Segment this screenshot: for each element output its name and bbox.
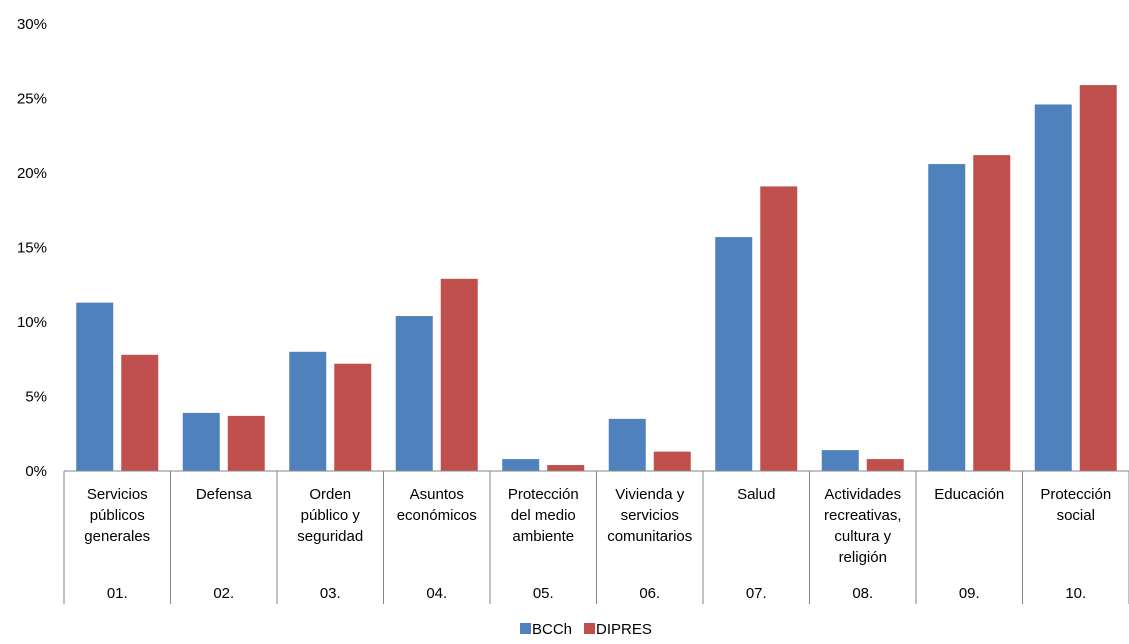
legend: BCCh DIPRES: [520, 621, 652, 638]
category-label: Actividades recreativas, cultura y religión: [824, 486, 902, 566]
category-code: 05.: [533, 585, 554, 602]
bar-bcch-8: [821, 450, 859, 471]
category-label: Vivienda y servicios comunitarios: [607, 486, 692, 545]
legend-swatch-bcch: [520, 623, 531, 634]
bar-dipres-6: [653, 451, 691, 471]
y-tick-label: 0%: [25, 463, 47, 480]
category-code: 02.: [213, 585, 234, 602]
bar-bcch-5: [502, 459, 540, 471]
category-code: 04.: [426, 585, 447, 602]
bar-bcch-3: [289, 351, 327, 471]
bar-dipres-3: [334, 363, 372, 471]
bar-bcch-2: [182, 412, 220, 471]
category-label: Asuntos económicos: [397, 486, 477, 524]
bar-dipres-7: [760, 186, 798, 471]
bar-bcch-10: [1034, 104, 1072, 472]
category-code: 08.: [852, 585, 873, 602]
category-code: 07.: [746, 585, 767, 602]
category-code: 10.: [1065, 585, 1086, 602]
y-tick-label: 5%: [25, 389, 47, 406]
bar-dipres-2: [227, 415, 265, 471]
legend-label-dipres: DIPRES: [596, 621, 652, 638]
bar-bcch-9: [928, 164, 966, 471]
category-label: Salud: [737, 486, 775, 503]
bar-dipres-9: [973, 155, 1011, 471]
bar-dipres-1: [121, 354, 159, 471]
bar-dipres-4: [440, 278, 478, 471]
category-code: 01.: [107, 585, 128, 602]
x-axis: Servicios públicos generales 01. Defensa 02. O…: [63, 470, 1129, 604]
bars: [76, 85, 1117, 472]
y-tick-label: 30%: [17, 16, 47, 33]
category-label: Protección social: [1040, 486, 1111, 524]
legend-label-bcch: BCCh: [532, 621, 572, 638]
bar-bcch-7: [715, 237, 753, 471]
bar-dipres-10: [1079, 85, 1117, 471]
legend-swatch-dipres: [584, 623, 596, 634]
y-tick-label: 10%: [17, 314, 47, 331]
category-label: Defensa: [196, 486, 253, 503]
category-label: Servicios públicos generales: [84, 486, 150, 545]
bar-dipres-8: [866, 459, 904, 471]
bar-dipres-5: [547, 465, 585, 471]
category-label: Protección del medio ambiente: [508, 486, 579, 545]
y-tick-label: 25%: [17, 91, 47, 108]
y-tick-label: 20%: [17, 165, 47, 182]
y-axis: 0% 5% 10% 15% 20% 25% 30%: [17, 16, 47, 480]
category-label: Orden público y seguridad: [297, 486, 363, 545]
bar-bcch-1: [76, 302, 114, 471]
y-tick-label: 15%: [17, 240, 47, 257]
bar-bcch-6: [608, 418, 646, 471]
category-code: 03.: [320, 585, 341, 602]
category-label: Educación: [934, 486, 1004, 503]
bar-bcch-4: [395, 316, 433, 471]
category-code: 06.: [639, 585, 660, 602]
category-code: 09.: [959, 585, 980, 602]
